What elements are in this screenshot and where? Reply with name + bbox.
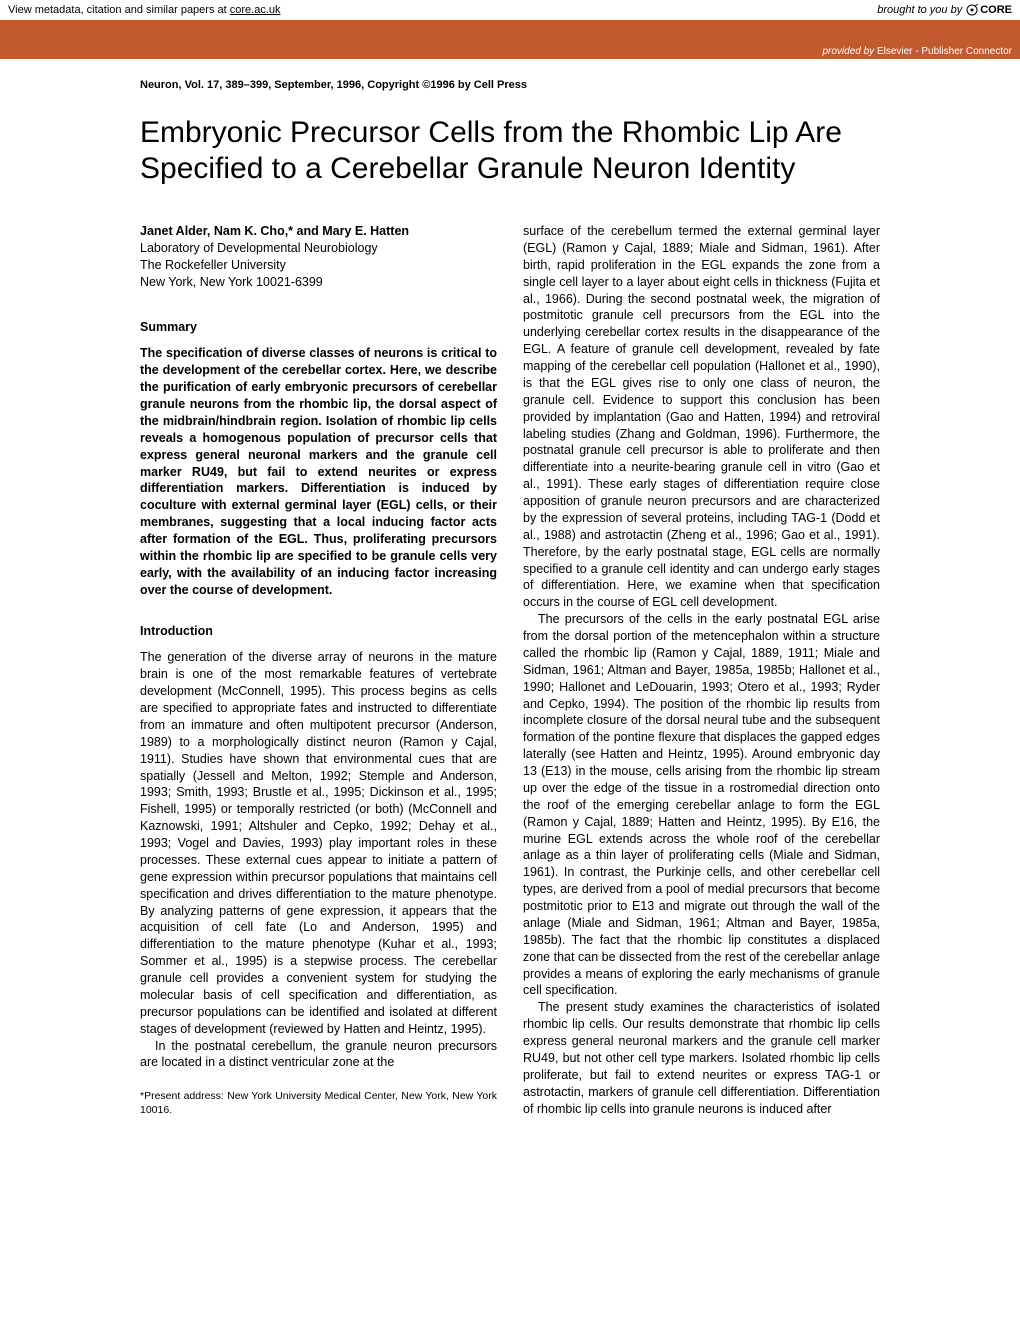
metadata-right: brought to you by CORE (877, 4, 1012, 16)
footnote: *Present address: New York University Me… (140, 1089, 497, 1117)
columns: Janet Alder, Nam K. Cho,* and Mary E. Ha… (140, 223, 880, 1118)
metadata-left: View metadata, citation and similar pape… (8, 4, 281, 16)
left-column: Janet Alder, Nam K. Cho,* and Mary E. Ha… (140, 223, 497, 1118)
right-p3: The present study examines the character… (523, 999, 880, 1117)
core-brand: CORE (980, 4, 1012, 16)
affiliation-line: The Rockefeller University (140, 257, 497, 274)
core-icon (966, 4, 978, 16)
article-title: Embryonic Precursor Cells from the Rhomb… (140, 115, 880, 187)
metadata-bar: View metadata, citation and similar pape… (0, 0, 1020, 20)
right-p1: surface of the cerebellum termed the ext… (523, 223, 880, 611)
affiliation-line: New York, New York 10021-6399 (140, 274, 497, 291)
summary-text: The specification of diverse classes of … (140, 345, 497, 598)
provided-label: provided by (822, 46, 876, 57)
journal-info: Neuron, Vol. 17, 389–399, September, 199… (140, 79, 880, 91)
core-logo[interactable]: CORE (966, 4, 1012, 16)
affiliation: Laboratory of Developmental Neurobiology… (140, 240, 497, 291)
core-link[interactable]: core.ac.uk (230, 4, 281, 16)
affiliation-line: Laboratory of Developmental Neurobiology (140, 240, 497, 257)
intro-heading: Introduction (140, 623, 497, 640)
orange-bar (0, 20, 1020, 44)
page-content: Neuron, Vol. 17, 389–399, September, 199… (0, 59, 1020, 1138)
right-column: surface of the cerebellum termed the ext… (523, 223, 880, 1118)
intro-p2: In the postnatal cerebellum, the granule… (140, 1038, 497, 1072)
metadata-text: View metadata, citation and similar pape… (8, 4, 230, 16)
right-p2: The precursors of the cells in the early… (523, 611, 880, 999)
provided-value: Elsevier - Publisher Connector (877, 46, 1012, 57)
brought-text: brought to you by (877, 4, 962, 16)
authors: Janet Alder, Nam K. Cho,* and Mary E. Ha… (140, 223, 497, 240)
intro-p1: The generation of the diverse array of n… (140, 649, 497, 1037)
summary-heading: Summary (140, 319, 497, 336)
provided-bar: provided by Elsevier - Publisher Connect… (0, 44, 1020, 59)
